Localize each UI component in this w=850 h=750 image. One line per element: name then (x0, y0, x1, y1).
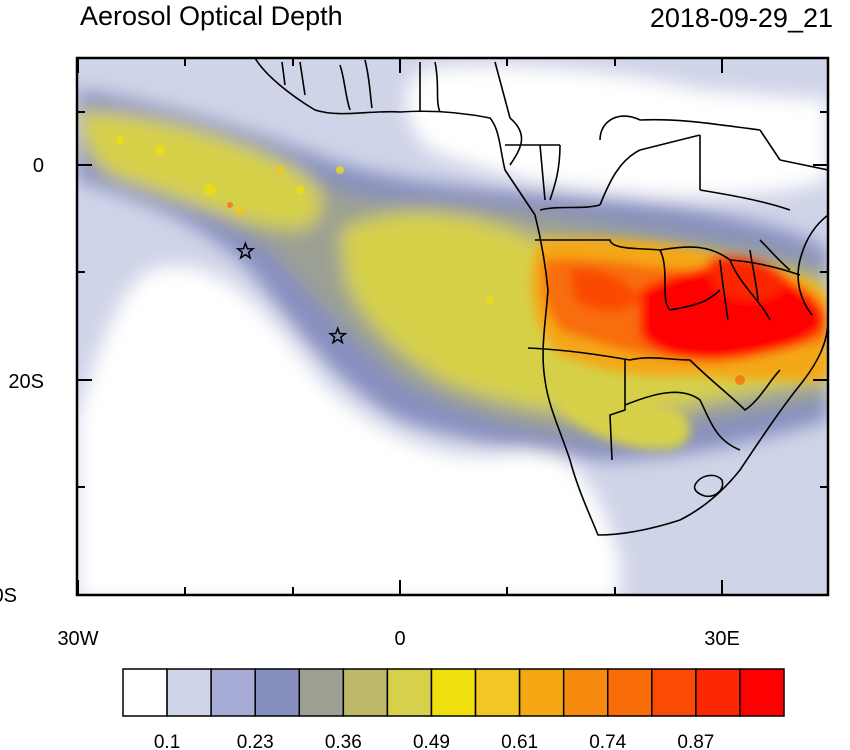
marker-group (235, 241, 348, 345)
colorbar-swatch (342, 668, 389, 717)
colorbar-label: 0.74 (589, 732, 626, 750)
colorbar: 0.1 0.23 0.36 0.49 0.61 0.74 0.87 (122, 668, 785, 750)
map-timestamp: 2018-09-29_21 (650, 3, 833, 33)
colorbar-swatch (651, 668, 697, 717)
colorbar-label: 0.87 (677, 732, 714, 750)
colorbar-label: 0.23 (237, 732, 274, 750)
colorbar-swatch (562, 668, 609, 717)
colorbar-label: 0.49 (413, 732, 450, 750)
plot-frame (75, 56, 830, 597)
x-tick-label-30w: 30W (57, 628, 98, 650)
colorbar-swatch (739, 668, 785, 717)
colorbar-swatch (298, 668, 345, 717)
colorbar-label: 0.61 (501, 732, 538, 750)
y-tick-label-40s: 40S (0, 585, 17, 607)
aod-field (77, 58, 828, 595)
y-tick-label-0: 0 (33, 155, 44, 177)
colorbar-swatch (430, 668, 477, 717)
colorbar-label: 0.1 (154, 732, 180, 750)
star-marker (328, 325, 348, 345)
x-tick-label-0: 0 (394, 628, 405, 650)
colorbar-swatch (474, 668, 521, 717)
y-tick-label-20s: 20S (8, 371, 44, 393)
colorbar-swatch (695, 668, 741, 717)
colorbar-swatch (606, 668, 653, 717)
star-marker (235, 241, 256, 260)
map-title: Aerosol Optical Depth (80, 1, 343, 31)
colorbar-swatch (210, 668, 256, 717)
colorbar-label: 0.36 (325, 732, 362, 750)
colorbar-swatch (254, 668, 301, 717)
x-tick-label-30e: 30E (704, 628, 740, 650)
colorbar-swatch (518, 668, 565, 717)
colorbar-swatch (386, 668, 433, 717)
colorbar-swatch (166, 668, 212, 717)
coastlines-borders (254, 58, 828, 536)
colorbar-swatch (122, 668, 168, 717)
axis-ticks (77, 58, 828, 596)
